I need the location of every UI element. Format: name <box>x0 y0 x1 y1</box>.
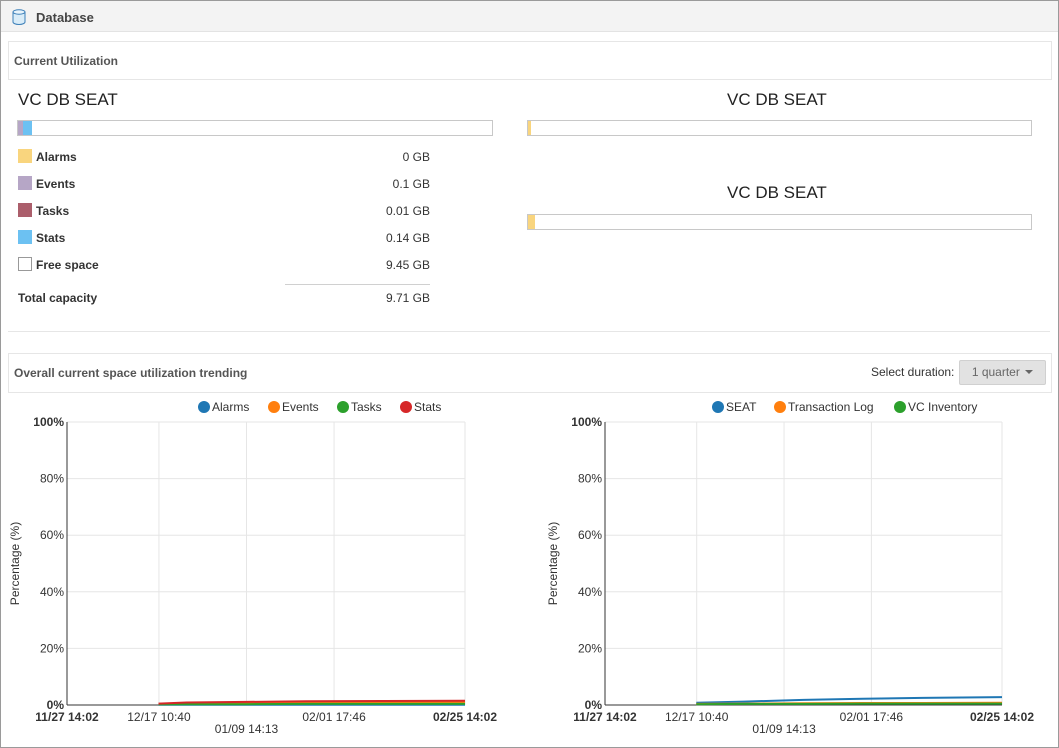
events-swatch <box>18 176 32 190</box>
legend-series-name: Alarms <box>212 400 250 414</box>
x-tick-label: 02/01 17:46 <box>302 710 366 724</box>
total-capacity-row: Total capacity 9.71 GB <box>18 290 430 306</box>
legend-series-name: Events <box>282 400 319 414</box>
right-db-title-1: VC DB SEAT <box>727 90 827 109</box>
legend-tasks[interactable]: Tasks <box>337 400 382 414</box>
trending-heading: Overall current space utilization trendi… <box>14 366 248 380</box>
legend-vc-inventory[interactable]: VC Inventory <box>894 400 977 414</box>
x-tick-label: 02/01 17:46 <box>840 710 904 724</box>
y-tick-label: 0% <box>47 698 65 712</box>
duration-value: 1 quarter <box>971 365 1020 379</box>
y-tick-label: 20% <box>578 641 602 655</box>
header-bar: Database <box>1 1 1058 32</box>
series-line-vc-inventory[interactable] <box>696 702 1002 706</box>
usage-trend-chart-left: 0% 20% 40% 60% 80% 100% 11/27 14:02 12/17 10:40… <box>8 415 497 736</box>
x-tick-label: 02/25 14:02 <box>433 710 497 724</box>
total-label: Total capacity <box>18 291 98 305</box>
legend-series-name: Stats <box>414 400 442 414</box>
legend-series-name: SEAT <box>726 400 757 414</box>
x-tick-label: 12/17 10:40 <box>127 710 191 724</box>
legend-value: 0.1 GB <box>392 177 430 191</box>
right-usage-bar-1 <box>527 120 1032 136</box>
y-tick-label: 20% <box>40 641 64 655</box>
legend-events[interactable]: Events <box>268 400 319 414</box>
alarms-swatch <box>18 149 32 163</box>
series-line-tasks[interactable] <box>158 702 466 706</box>
bar-segment-used <box>528 121 531 135</box>
y-axis-title: Percentage (%) <box>546 522 560 605</box>
left-usage-bar <box>17 120 493 136</box>
current-utilization-header: Current Utilization <box>8 41 1052 80</box>
legend-row-alarms: Alarms 0 GB <box>18 149 430 165</box>
legend-stats[interactable]: Stats <box>400 400 441 414</box>
trending-header: Overall current space utilization trendi… <box>8 353 1052 393</box>
legend-value: 0.14 GB <box>385 231 430 245</box>
legend-dot <box>337 401 349 413</box>
y-tick-label: 0% <box>585 698 603 712</box>
legend-label: Alarms <box>36 150 77 164</box>
legend-dot <box>198 401 210 413</box>
bar-segment-stats <box>23 121 32 135</box>
bar-segment-used <box>528 215 535 229</box>
legend-dot <box>400 401 412 413</box>
right-usage-bar-2 <box>527 214 1032 230</box>
bar-segment-events <box>18 121 23 135</box>
x-tick-label: 02/25 14:02 <box>970 710 1034 724</box>
y-tick-label: 80% <box>40 472 64 486</box>
legend-value: 0 GB <box>402 150 430 164</box>
stats-swatch <box>18 230 32 244</box>
legend-series-name: Transaction Log <box>788 400 874 414</box>
x-tick-label: 01/09 14:13 <box>215 722 279 736</box>
section-divider <box>8 331 1050 332</box>
legend-value: 9.45 GB <box>385 258 430 272</box>
legend-dot <box>894 401 906 413</box>
series-line-stats[interactable] <box>158 699 466 705</box>
database-icon <box>12 9 26 25</box>
y-tick-label: 100% <box>33 415 64 429</box>
y-tick-label: 80% <box>578 472 602 486</box>
section-heading: Current Utilization <box>14 54 118 68</box>
y-tick-label: 60% <box>40 528 64 542</box>
legend-row-events: Events 0.1 GB <box>18 176 430 192</box>
legend-row-free-space: Free space 9.45 GB <box>18 257 430 273</box>
legend-row-stats: Stats 0.14 GB <box>18 230 430 246</box>
x-tick-label: 01/09 14:13 <box>752 722 816 736</box>
total-value: 9.71 GB <box>385 291 430 305</box>
legend-label: Events <box>36 177 76 191</box>
legend-label: Tasks <box>36 204 70 218</box>
x-tick-label: 11/27 14:02 <box>573 710 637 724</box>
legend-series-name: Tasks <box>351 400 382 414</box>
legend-value: 0.01 GB <box>385 204 430 218</box>
legend-dot <box>268 401 280 413</box>
duration-label: Select duration: <box>871 365 955 379</box>
total-divider <box>285 284 430 285</box>
duration-dropdown[interactable]: 1 quarter <box>959 360 1046 385</box>
legend-label: Free space <box>36 258 99 272</box>
legend-label: Stats <box>36 231 66 245</box>
y-tick-label: 100% <box>571 415 602 429</box>
tasks-swatch <box>18 203 32 217</box>
page-title: Database <box>36 10 94 25</box>
legend-seat[interactable]: SEAT <box>712 400 756 414</box>
x-tick-label: 12/17 10:40 <box>665 710 729 724</box>
y-tick-label: 40% <box>578 585 602 599</box>
legend-dot <box>712 401 724 413</box>
series-line-seat[interactable] <box>696 696 1003 704</box>
legend-transaction-log[interactable]: Transaction Log <box>774 400 874 414</box>
left-db-title: VC DB SEAT <box>18 90 118 109</box>
legend-dot <box>774 401 786 413</box>
y-axis-title: Percentage (%) <box>8 522 22 605</box>
legend-series-name: VC Inventory <box>908 400 978 414</box>
legend-alarms[interactable]: Alarms <box>198 400 249 414</box>
y-tick-label: 60% <box>578 528 602 542</box>
caret-down-icon <box>1025 370 1034 374</box>
legend-row-tasks: Tasks 0.01 GB <box>18 203 430 219</box>
x-tick-label: 11/27 14:02 <box>35 710 99 724</box>
usage-trend-chart-right: 0% 20% 40% 60% 80% 100% 11/27 14:02 12/17 10:40… <box>546 415 1034 736</box>
free-space-swatch <box>18 257 32 271</box>
right-db-title-2: VC DB SEAT <box>727 183 827 202</box>
y-tick-label: 40% <box>40 585 64 599</box>
